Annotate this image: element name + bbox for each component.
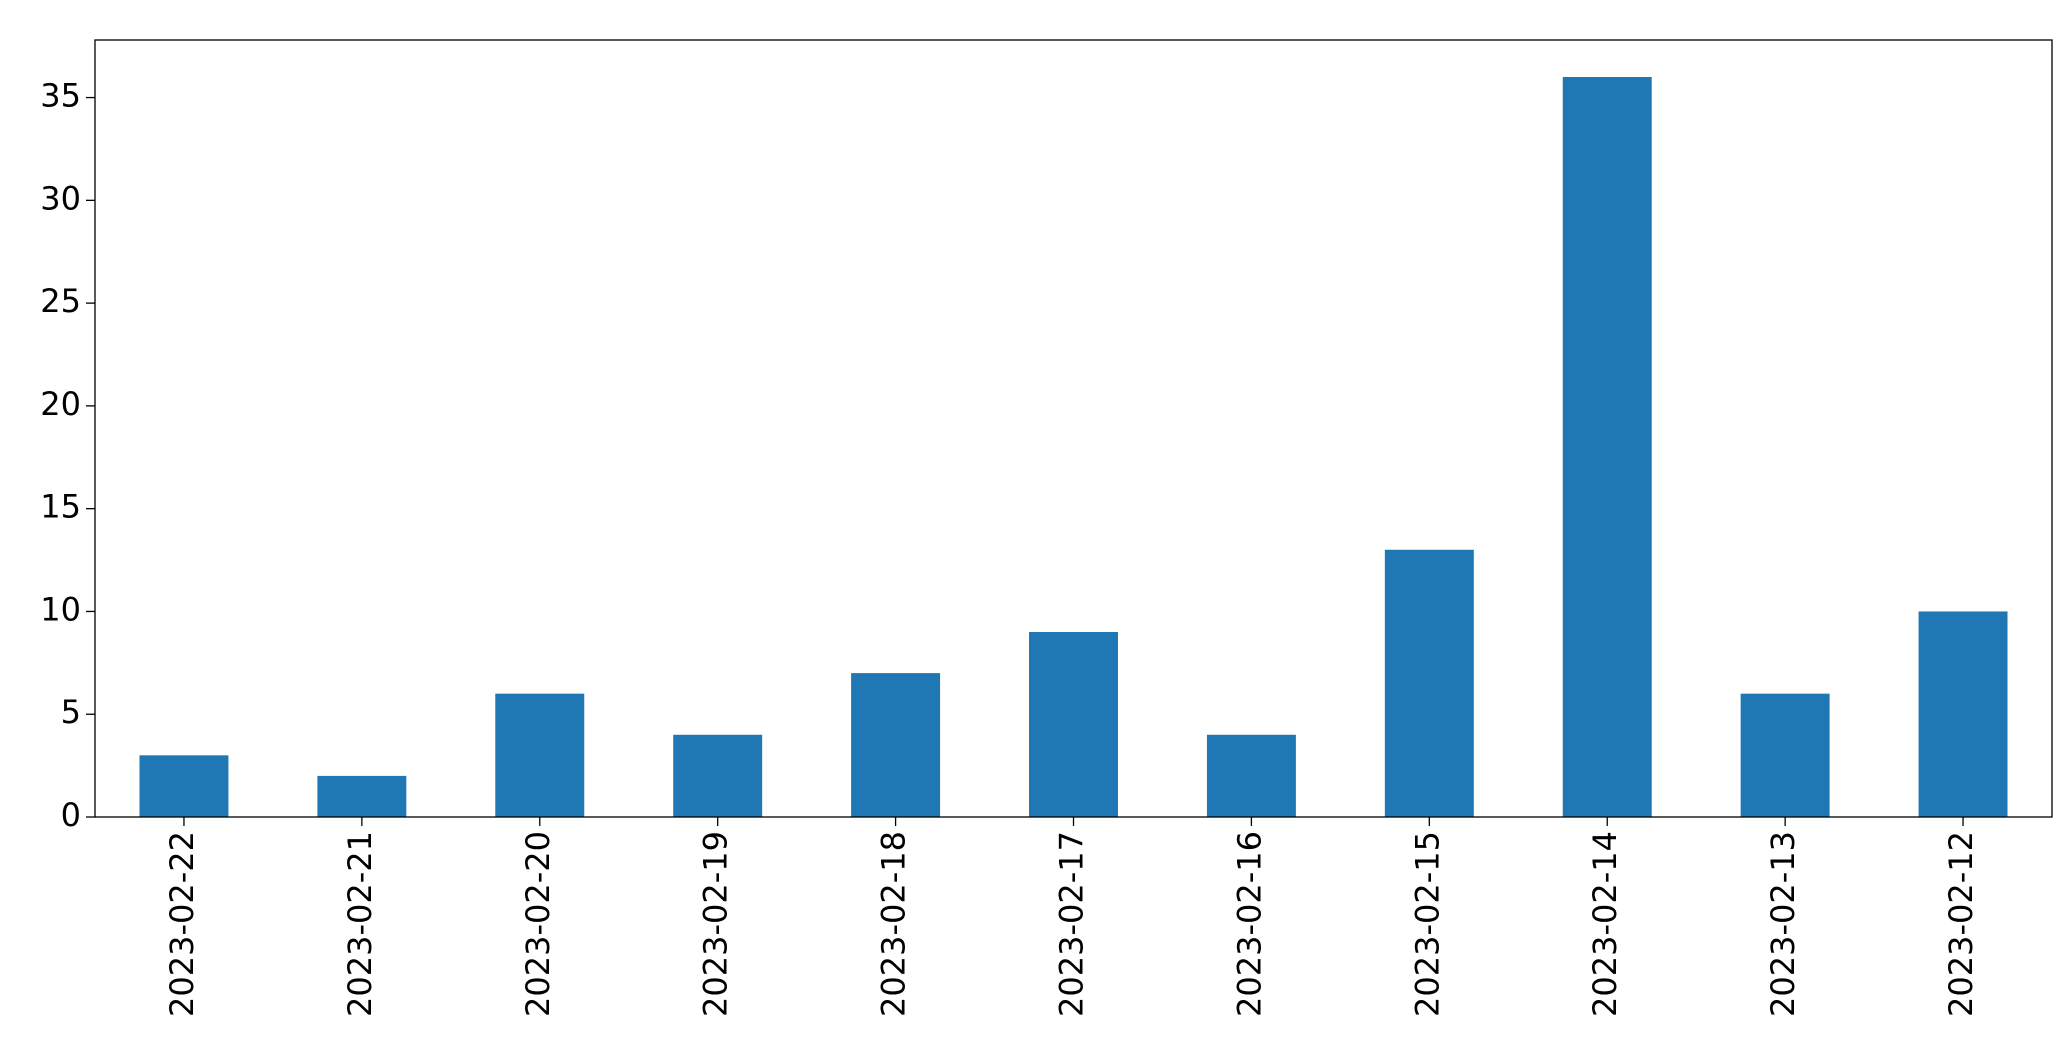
x-tick-label: 2023-02-13	[1764, 831, 1802, 1017]
y-tick-label: 30	[40, 179, 81, 217]
bar	[1384, 549, 1474, 817]
bar	[673, 734, 763, 817]
x-tick-label: 2023-02-18	[875, 831, 913, 1017]
y-tick-label: 10	[40, 590, 81, 628]
x-tick-label: 2023-02-16	[1230, 831, 1268, 1017]
x-tick-label: 2023-02-15	[1408, 831, 1446, 1017]
y-tick-label: 15	[40, 488, 81, 526]
bar	[1562, 77, 1652, 817]
bar	[1918, 611, 2008, 817]
x-tick-label: 2023-02-17	[1053, 831, 1091, 1017]
y-tick-label: 25	[40, 282, 81, 320]
x-tick-label: 2023-02-22	[163, 831, 201, 1017]
bar	[317, 775, 407, 817]
bar	[851, 673, 941, 817]
y-tick-label: 0	[61, 796, 81, 834]
bar	[139, 755, 229, 817]
x-tick-label: 2023-02-20	[519, 831, 557, 1017]
x-tick-label: 2023-02-12	[1942, 831, 1980, 1017]
axes-frame	[94, 39, 2053, 818]
y-tick-label: 5	[61, 693, 81, 731]
x-tick-label: 2023-02-21	[341, 831, 379, 1017]
y-tick-label: 20	[40, 385, 81, 423]
bar	[1029, 632, 1118, 817]
bar	[1206, 734, 1296, 817]
bar	[495, 693, 585, 817]
y-tick-label: 35	[40, 77, 81, 115]
x-tick-label: 2023-02-19	[697, 831, 735, 1017]
bar	[1740, 693, 1830, 817]
x-tick-label: 2023-02-14	[1586, 831, 1624, 1017]
